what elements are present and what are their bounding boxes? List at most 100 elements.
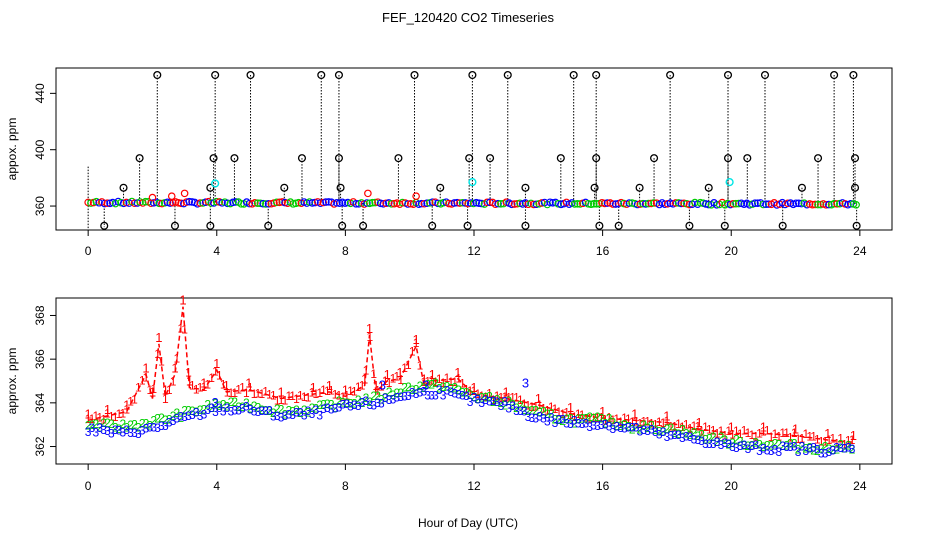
series-3-point: 3 — [748, 439, 755, 453]
series-3-point: 3 — [548, 410, 555, 424]
series-1-peak: 1 — [760, 419, 767, 434]
series-1-point: 1 — [351, 384, 358, 398]
series-3-point: 3 — [598, 418, 605, 432]
series-1-point: 1 — [552, 402, 559, 416]
series-1-peak: 1 — [535, 391, 542, 406]
series-3-point: 3 — [100, 423, 107, 437]
series-1-point: 1 — [274, 394, 281, 408]
baseline-point — [333, 199, 341, 207]
baseline-point — [674, 199, 683, 207]
series-3-point: 3 — [351, 398, 358, 412]
series-1-point: 1 — [733, 424, 740, 438]
series-2-point: 2 — [536, 405, 543, 419]
series-3-point: 3 — [251, 405, 258, 419]
series-2-point: 2 — [382, 391, 389, 405]
series-1-point: 1 — [363, 363, 370, 377]
series-2-point: 2 — [282, 407, 289, 421]
baseline-point — [185, 197, 194, 206]
baseline-point — [808, 200, 817, 209]
series-3-annotation: 3 — [522, 376, 529, 391]
series-2-point: 2 — [791, 436, 798, 450]
baseline-point — [797, 199, 806, 208]
baseline-point — [475, 199, 483, 207]
series-1-peak: 1 — [186, 374, 193, 389]
series-2-point: 2 — [440, 380, 447, 394]
series-2-point: 2 — [467, 388, 474, 402]
series-1-point: 1 — [494, 389, 501, 403]
top-y-tick-label: 360 — [33, 196, 47, 216]
series-3-point: 3 — [108, 427, 115, 441]
series-1-point: 1 — [212, 364, 219, 378]
series-1-peak: 1 — [503, 384, 510, 399]
top-x-tick-label: 8 — [342, 244, 349, 258]
series-1-peak: 1 — [200, 376, 207, 391]
series-3-point: 3 — [224, 401, 231, 415]
baseline-point — [794, 199, 803, 208]
series-3-point: 3 — [540, 411, 547, 425]
series-2-point: 2 — [359, 396, 366, 410]
series-1-peak: 1 — [663, 409, 670, 424]
series-1-point: 1 — [85, 412, 92, 426]
series-2-point: 2 — [548, 407, 555, 421]
series-3-point: 3 — [683, 429, 690, 443]
series-2-point: 2 — [390, 388, 397, 402]
spike-point — [468, 70, 477, 80]
series-3-point: 3 — [829, 443, 836, 457]
baseline-point — [546, 198, 554, 207]
series-2-point: 2 — [633, 421, 640, 435]
series-3-point: 3 — [640, 423, 647, 437]
bottom-x-tick-label: 8 — [342, 479, 349, 493]
series-3-point: 3 — [775, 445, 782, 459]
series-2-point: 2 — [401, 381, 408, 395]
series-2-point: 2 — [131, 417, 138, 431]
series-3-point: 3 — [475, 393, 482, 407]
red-point — [180, 189, 189, 198]
series-3-point: 3 — [679, 431, 686, 445]
series-1-point: 1 — [150, 382, 157, 396]
series-3-point: 3 — [278, 411, 285, 425]
spike-point — [797, 183, 807, 192]
series-2-point: 2 — [393, 386, 400, 400]
series-2-point: 2 — [741, 438, 748, 452]
series-2-point: 2 — [351, 397, 358, 411]
spike-point — [850, 183, 860, 192]
series-1-point: 1 — [309, 385, 316, 399]
series-1-point: 1 — [282, 394, 289, 408]
series-3-point: 3 — [532, 412, 539, 426]
series-2-point: 2 — [409, 383, 416, 397]
baseline-point — [363, 199, 371, 207]
series-2-point: 2 — [339, 396, 346, 410]
spike-point — [297, 154, 307, 163]
series-2-point: 2 — [262, 404, 269, 418]
series-1-point: 1 — [540, 402, 547, 416]
series-2-point: 2 — [363, 391, 370, 405]
series-3-point: 3 — [282, 409, 289, 423]
series-1-peak: 1 — [850, 428, 857, 443]
series-3-point: 3 — [841, 442, 848, 456]
series-3-point: 3 — [737, 439, 744, 453]
series-1-point: 1 — [756, 427, 763, 441]
series-2-point: 2 — [289, 404, 296, 418]
series-3-point: 3 — [444, 384, 451, 398]
series-1-point: 1 — [505, 391, 512, 405]
top-y-axis-label: appox. ppm — [5, 118, 19, 181]
series-3-point: 3 — [768, 444, 775, 458]
series-2-point: 2 — [675, 427, 682, 441]
series-2-point: 2 — [301, 403, 308, 417]
series-2-point: 2 — [517, 399, 524, 413]
spike-point — [743, 154, 752, 163]
series-1-point: 1 — [285, 389, 292, 403]
series-3-point: 3 — [451, 386, 458, 400]
baseline-point — [259, 199, 267, 208]
series-1-point: 1 — [721, 429, 728, 443]
baseline-point — [352, 199, 360, 208]
bottom-x-axis: 0 4 8 12 16 20 24 — [85, 464, 867, 493]
series-3-point: 3 — [201, 407, 208, 421]
series-1-peak: 1 — [792, 422, 799, 437]
series-1-point: 1 — [366, 330, 373, 344]
series-3-point: 3 — [359, 396, 366, 410]
series-3-point: 3 — [818, 447, 825, 461]
spike-point — [521, 183, 530, 192]
series-3-point: 3 — [637, 424, 644, 438]
baseline-point — [256, 199, 265, 208]
